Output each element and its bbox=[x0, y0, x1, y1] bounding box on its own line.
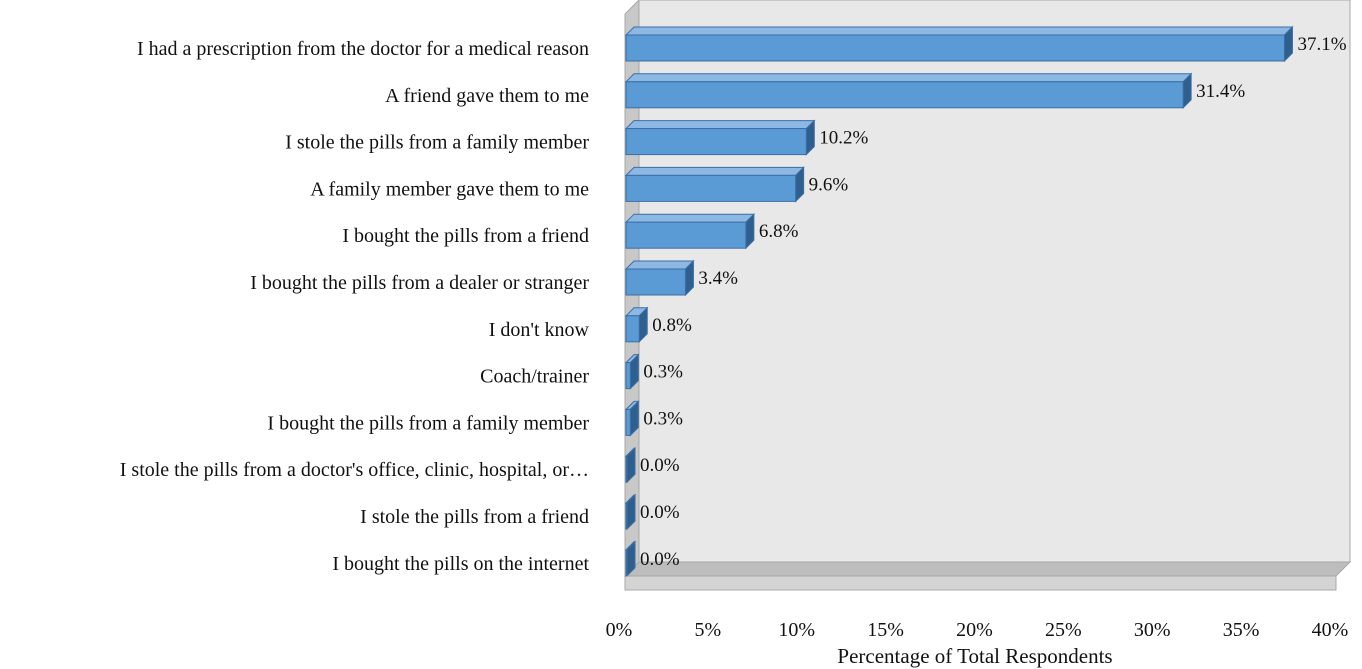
bar-front-face bbox=[625, 408, 631, 436]
bar-top-face bbox=[624, 26, 1294, 36]
bar bbox=[624, 166, 805, 203]
bar-front-face bbox=[625, 315, 640, 343]
x-tick-label: 40% bbox=[1312, 619, 1349, 641]
x-tick-label: 0% bbox=[606, 619, 633, 641]
bar-front-face bbox=[625, 502, 628, 530]
x-tick-label: 35% bbox=[1223, 619, 1260, 641]
value-labels: 37.1% 31.4% 10.2% 9.6% 6.8% 3.4% 0.8% 0.3% 0.3% 0… bbox=[640, 34, 1347, 570]
category-label: I stole the pills from a doctor's office… bbox=[120, 459, 589, 481]
plot-area bbox=[623, 0, 1352, 591]
bar bbox=[624, 540, 637, 578]
x-tick-label: 20% bbox=[956, 619, 993, 641]
value-label: 3.4% bbox=[698, 268, 738, 289]
bar bbox=[624, 493, 637, 531]
value-label: 6.8% bbox=[759, 221, 799, 242]
bar-top-face bbox=[624, 166, 805, 176]
value-label: 0.3% bbox=[643, 362, 683, 383]
bar-top-face bbox=[624, 213, 756, 223]
bar-front-face bbox=[625, 174, 797, 202]
value-label: 0.0% bbox=[640, 455, 680, 476]
bar bbox=[624, 400, 640, 437]
category-label: A friend gave them to me bbox=[385, 85, 589, 107]
category-label: I bought the pills from a family member bbox=[267, 412, 589, 434]
bar-front-face bbox=[625, 268, 686, 296]
value-label: 0.3% bbox=[643, 408, 683, 429]
x-tick-label: 30% bbox=[1134, 619, 1171, 641]
category-label: I bought the pills on the internet bbox=[332, 553, 589, 575]
x-tick-label: 15% bbox=[867, 619, 904, 641]
category-label: I stole the pills from a friend bbox=[360, 506, 589, 528]
bar-front-face bbox=[625, 549, 628, 577]
category-labels: I had a prescription from the doctor for… bbox=[120, 38, 590, 575]
value-label: 0.0% bbox=[640, 502, 680, 523]
category-label: I bought the pills from a dealer or stra… bbox=[250, 272, 589, 294]
bar-front-face bbox=[625, 221, 747, 249]
category-label: A family member gave them to me bbox=[310, 178, 589, 200]
category-label: I stole the pills from a family member bbox=[285, 132, 589, 154]
bar bbox=[624, 306, 649, 344]
value-label: 31.4% bbox=[1196, 81, 1245, 102]
value-label: 0.0% bbox=[640, 549, 680, 570]
bar bbox=[624, 353, 640, 390]
category-label: I had a prescription from the doctor for… bbox=[137, 38, 589, 60]
bar bbox=[624, 446, 637, 484]
bar-top-face bbox=[624, 260, 695, 270]
bar bbox=[624, 25, 1294, 63]
bar-top-face bbox=[624, 120, 816, 130]
bar bbox=[624, 259, 695, 297]
bar bbox=[624, 212, 756, 250]
x-axis-ticks: 0% 5% 10% 15% 20% 25% 30% 35% 40% bbox=[606, 619, 1349, 641]
bar-front-face bbox=[625, 362, 631, 390]
x-axis-title: Percentage of Total Respondents bbox=[837, 644, 1112, 668]
bar-front-face bbox=[625, 128, 807, 156]
bar-top-face bbox=[624, 73, 1193, 83]
value-label: 37.1% bbox=[1297, 34, 1346, 55]
x-tick-label: 5% bbox=[695, 619, 722, 641]
value-label: 10.2% bbox=[819, 128, 868, 149]
plot-floor-edge bbox=[624, 575, 1337, 591]
bar bbox=[624, 72, 1193, 110]
bar-front-face bbox=[625, 81, 1184, 109]
value-label: 0.8% bbox=[652, 315, 692, 336]
x-tick-label: 10% bbox=[778, 619, 815, 641]
category-label: I don't know bbox=[489, 319, 590, 341]
category-label: I bought the pills from a friend bbox=[342, 225, 589, 247]
x-tick-label: 25% bbox=[1045, 619, 1082, 641]
bars bbox=[624, 25, 1294, 578]
bar-front-face bbox=[625, 34, 1285, 62]
value-label: 9.6% bbox=[809, 174, 849, 195]
bar-front-face bbox=[625, 455, 628, 483]
plot-floor bbox=[623, 561, 1352, 577]
bar bbox=[624, 119, 816, 156]
category-label: Coach/trainer bbox=[480, 366, 589, 388]
